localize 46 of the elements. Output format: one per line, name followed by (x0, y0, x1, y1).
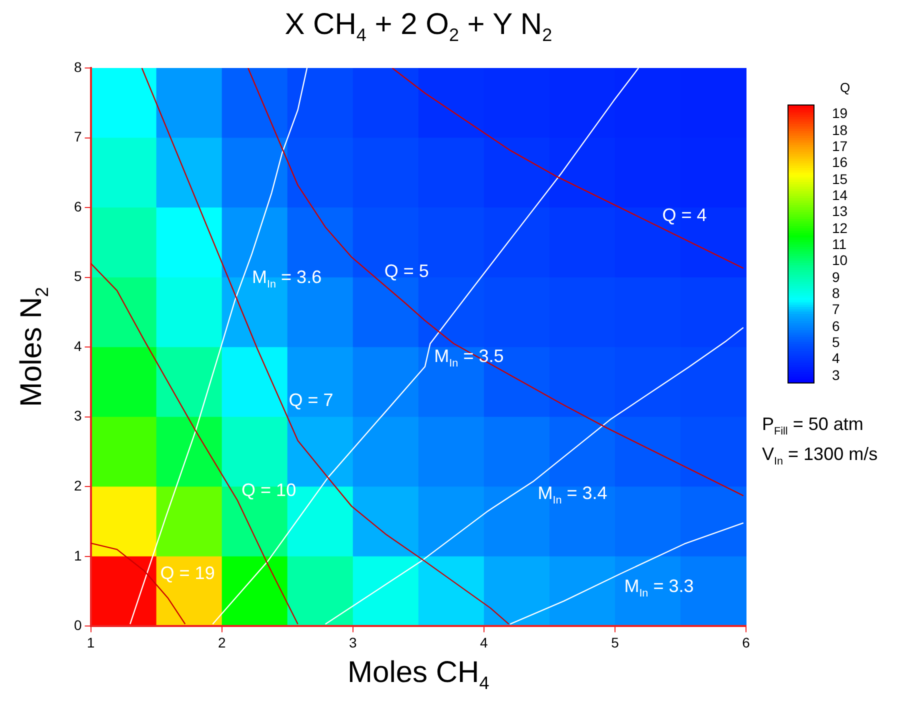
y-tick-label: 7 (74, 128, 82, 145)
x-axis-title: Moles CH$_{4}$ (348, 656, 490, 694)
y-tick-label: 8 (74, 58, 82, 75)
text: P$_{Fill}$ = 50 atm (762, 414, 864, 438)
color-bar-label: 16 (832, 154, 848, 170)
color-bar-label: 18 (832, 122, 848, 138)
color-bar-label: 19 (832, 105, 848, 122)
x-tick-label: 5 (611, 634, 620, 650)
color-bar-label: 9 (832, 268, 840, 285)
color-bar-label: 3 (832, 366, 840, 383)
y-tick-label: 2 (74, 478, 82, 494)
y-tick-label: 6 (74, 198, 82, 214)
x-tick-label: 1 (86, 634, 95, 650)
color-bar-label: 10 (832, 252, 848, 268)
color-bar-label: 11 (832, 236, 847, 252)
y-tick-label: 0 (74, 617, 82, 634)
y-tick-label: 3 (74, 408, 82, 424)
x-tick-label: 4 (480, 634, 488, 650)
color-bar-label: 13 (832, 203, 848, 220)
annotation: Q = 10 (242, 480, 296, 501)
annotation: M$_{In}$ = 3.4 (538, 483, 608, 507)
annotation: Q = 19 (160, 563, 215, 584)
annotation: Q = 4 (662, 205, 707, 226)
color-bar-label: 12 (832, 220, 848, 236)
annotation: Q = 7 (288, 390, 334, 412)
x-tick-label: 6 (742, 634, 750, 650)
color-bar-label: 14 (832, 186, 848, 203)
color-bar-title: Q (840, 80, 850, 95)
color-bar-label: 7 (832, 301, 840, 318)
color-bar-label: 6 (832, 318, 840, 334)
text: V$_{In}$ = 1300 m/s (762, 444, 878, 468)
annotation: M$_{In}$ = 3.3 (624, 576, 694, 600)
color-bar-label: 17 (832, 138, 848, 154)
color-bar-label: 5 (832, 334, 840, 350)
y-tick-label: 4 (74, 338, 82, 354)
color-bar-label: 15 (832, 170, 848, 187)
annotation: M$_{In}$ = 3.6 (252, 266, 322, 290)
x-tick-label: 3 (348, 634, 357, 650)
y-tick-label: 5 (74, 268, 82, 284)
color-bar-label: 8 (832, 285, 840, 302)
annotation: M$_{In}$ = 3.5 (434, 346, 504, 370)
chart-title: X CH$_{4}$ + 2 O$_{2}$ + Y N$_{2}$ (284, 8, 552, 46)
y-tick-label: 1 (74, 547, 82, 564)
x-tick-label: 2 (218, 634, 226, 650)
annotation: Q = 5 (384, 260, 429, 282)
color-bar-label: 4 (832, 350, 840, 366)
